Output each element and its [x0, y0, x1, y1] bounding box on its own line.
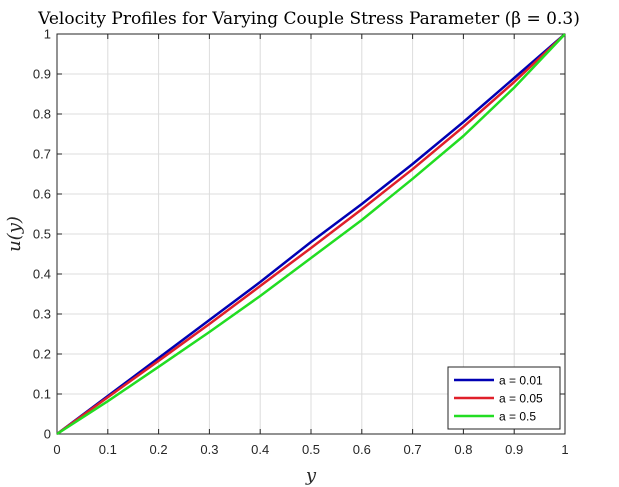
x-tick-label: 0.5 — [302, 442, 320, 457]
y-tick-label: 0.8 — [33, 107, 51, 122]
x-axis-label: y — [305, 465, 317, 486]
y-tick-label: 0.1 — [33, 387, 51, 402]
y-tick-label: 0.7 — [33, 147, 51, 162]
y-tick-label: 0.5 — [33, 227, 51, 242]
series-line-0 — [56, 33, 566, 436]
y-tick-label: 1 — [44, 27, 51, 42]
y-tick-label: 0 — [44, 427, 51, 442]
y-tick-label: 0.4 — [33, 267, 51, 282]
x-tick-label: 0.1 — [99, 442, 117, 457]
x-tick-label: 0.2 — [150, 442, 168, 457]
x-tick-label: 0.3 — [200, 442, 218, 457]
series-line-2 — [56, 33, 566, 436]
series-lines — [56, 33, 566, 436]
y-tick-label: 0.3 — [33, 307, 51, 322]
y-tick-label: 0.9 — [33, 67, 51, 82]
y-axis-label: u(y) — [4, 216, 25, 252]
series-line-1 — [56, 33, 566, 436]
y-tick-label: 0.2 — [33, 347, 51, 362]
x-tick-label: 0.9 — [505, 442, 523, 457]
axis-ticks: 0 0.1 0.2 0.3 0.4 0.5 0.6 0.7 0.8 0.9 1 0 0.1 0.2 0.3 0… — [33, 27, 569, 458]
legend-label-1: a = 0.05 — [499, 392, 543, 406]
x-tick-label: 0.4 — [251, 442, 269, 457]
x-tick-label: 0 — [53, 442, 60, 457]
x-tick-label: 0.7 — [404, 442, 422, 457]
legend-label-0: a = 0.01 — [499, 374, 543, 388]
legend: a = 0.01 a = 0.05 a = 0.5 — [447, 366, 561, 430]
y-tick-label: 0.6 — [33, 187, 51, 202]
chart-title: Velocity Profiles for Varying Couple Str… — [37, 9, 580, 29]
x-tick-label: 1 — [561, 442, 568, 457]
x-tick-label: 0.8 — [454, 442, 472, 457]
x-tick-label: 0.6 — [353, 442, 371, 457]
legend-label-2: a = 0.5 — [499, 410, 536, 424]
